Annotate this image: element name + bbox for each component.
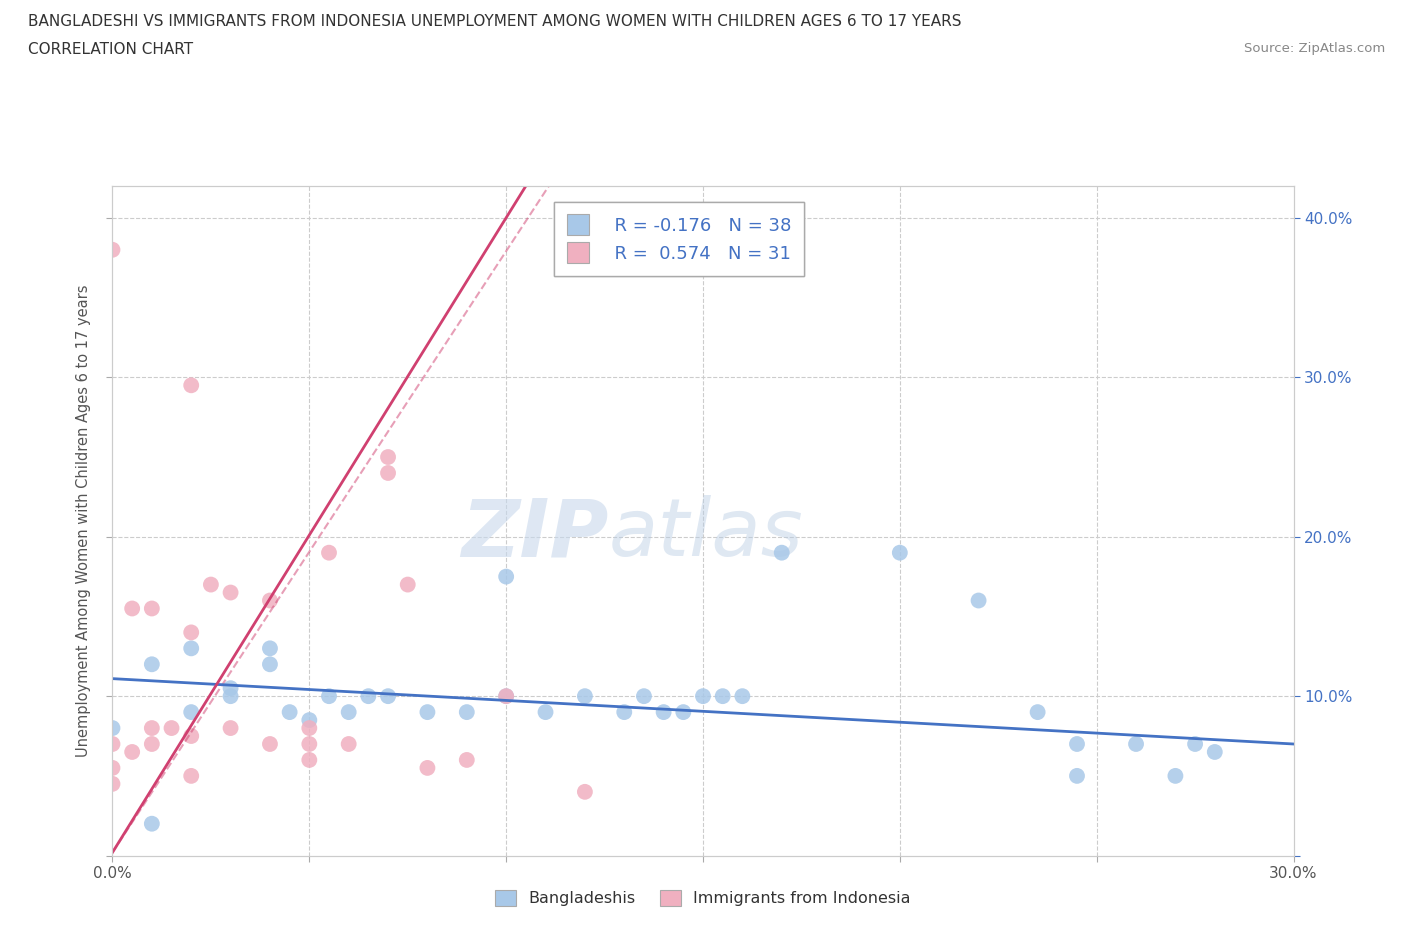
Point (219, 689, 242, 704)
Text: CORRELATION CHART: CORRELATION CHART (28, 42, 193, 57)
Point (456, 705, 478, 720)
Point (377, 689, 399, 704)
Point (180, 625, 202, 640)
Text: atlas: atlas (609, 495, 803, 573)
Point (101, 721, 124, 736)
Point (711, 689, 734, 704)
Point (180, 768, 202, 783)
Text: Source: ZipAtlas.com: Source: ZipAtlas.com (1244, 42, 1385, 55)
Point (298, 712, 321, 727)
Point (160, 721, 183, 736)
Point (318, 689, 340, 704)
Point (180, 705, 202, 720)
Point (141, 721, 163, 736)
Point (219, 681, 242, 696)
Point (416, 705, 439, 720)
Point (456, 752, 478, 767)
Point (633, 689, 655, 704)
Point (121, 601, 143, 616)
Point (692, 689, 714, 704)
Point (318, 545, 340, 560)
Point (337, 737, 360, 751)
Point (298, 721, 321, 736)
Point (377, 449, 399, 464)
Point (377, 466, 399, 481)
Point (613, 705, 636, 720)
Point (1125, 737, 1147, 751)
Point (1184, 737, 1206, 751)
Point (770, 545, 793, 560)
Point (141, 817, 163, 831)
Point (101, 777, 124, 791)
Point (967, 593, 990, 608)
Point (259, 641, 281, 656)
Point (278, 705, 301, 720)
Point (574, 784, 596, 799)
Point (259, 737, 281, 751)
Point (534, 705, 557, 720)
Y-axis label: Unemployment Among Women with Children Ages 6 to 17 years: Unemployment Among Women with Children A… (76, 285, 91, 757)
Point (180, 378, 202, 392)
Point (357, 689, 380, 704)
Text: ZIP: ZIP (461, 495, 609, 573)
Legend: Bangladeshis, Immigrants from Indonesia: Bangladeshis, Immigrants from Indonesia (489, 884, 917, 912)
Point (574, 689, 596, 704)
Legend:   R = -0.176   N = 38,   R =  0.574   N = 31: R = -0.176 N = 38, R = 0.574 N = 31 (554, 202, 804, 276)
Point (101, 737, 124, 751)
Point (495, 569, 517, 584)
Point (141, 657, 163, 671)
Point (298, 752, 321, 767)
Point (141, 601, 163, 616)
Point (731, 689, 754, 704)
Point (1204, 745, 1226, 760)
Point (101, 761, 124, 776)
Point (337, 705, 360, 720)
Point (121, 745, 143, 760)
Point (396, 578, 419, 592)
Point (1026, 705, 1049, 720)
Point (1066, 737, 1088, 751)
Point (1066, 768, 1088, 783)
Point (219, 585, 242, 600)
Point (652, 705, 675, 720)
Point (672, 705, 695, 720)
Point (101, 243, 124, 258)
Point (495, 689, 517, 704)
Point (259, 657, 281, 671)
Point (416, 761, 439, 776)
Point (889, 545, 911, 560)
Point (200, 578, 222, 592)
Point (141, 737, 163, 751)
Text: BANGLADESHI VS IMMIGRANTS FROM INDONESIA UNEMPLOYMENT AMONG WOMEN WITH CHILDREN : BANGLADESHI VS IMMIGRANTS FROM INDONESIA… (28, 14, 962, 29)
Point (219, 721, 242, 736)
Point (1164, 768, 1187, 783)
Point (180, 728, 202, 743)
Point (495, 689, 517, 704)
Point (259, 593, 281, 608)
Point (298, 737, 321, 751)
Point (180, 641, 202, 656)
